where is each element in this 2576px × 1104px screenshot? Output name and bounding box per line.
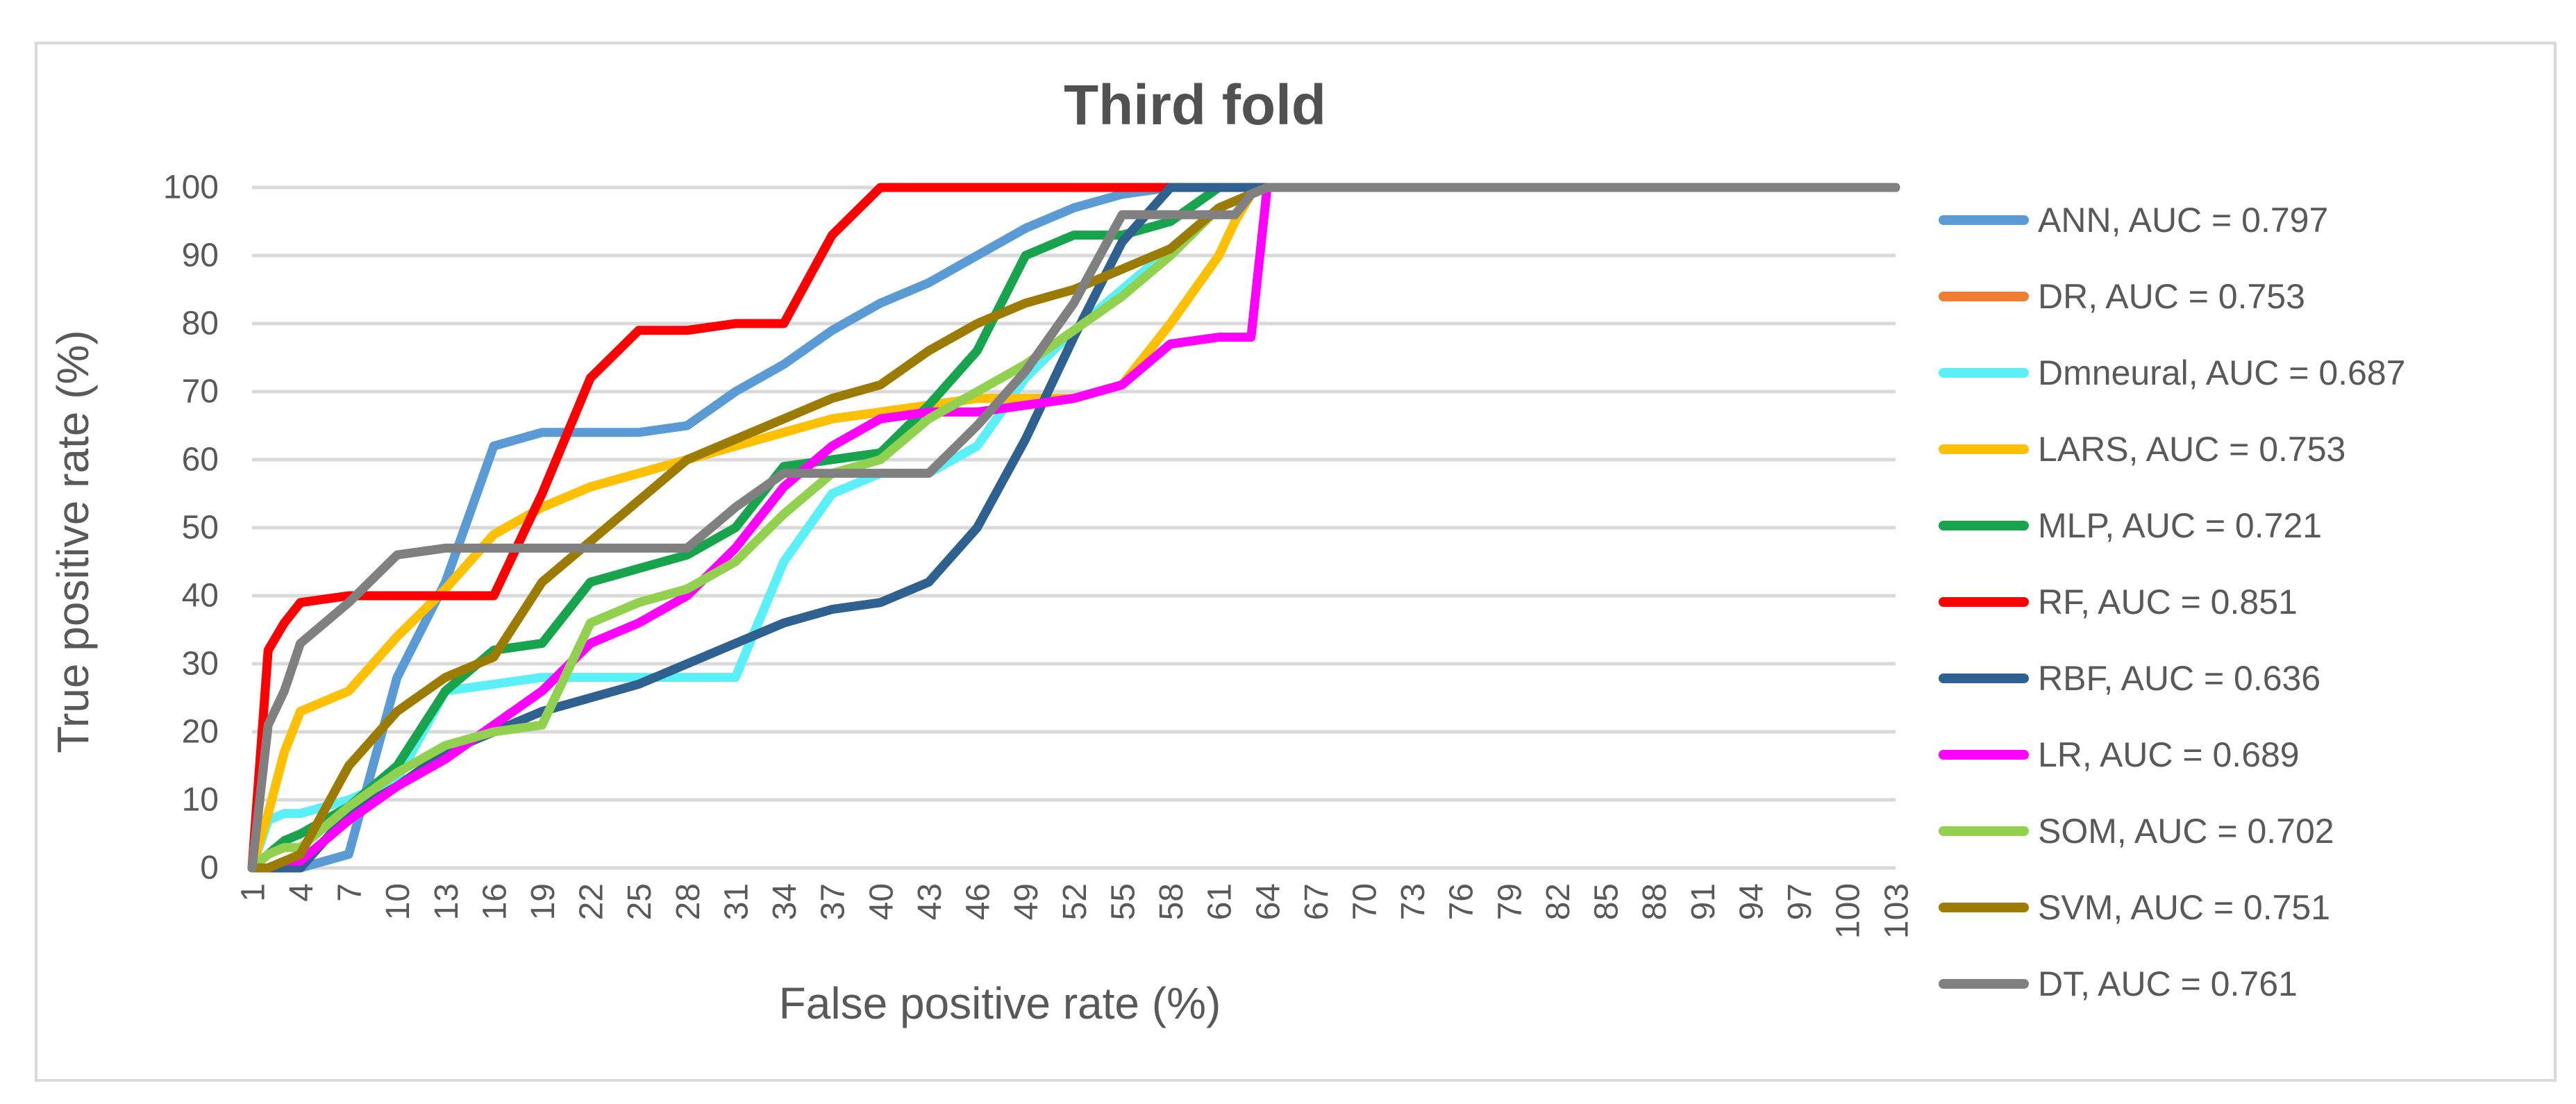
svg-text:46: 46 <box>960 883 997 920</box>
legend-swatch-som <box>1939 826 2029 836</box>
svg-text:82: 82 <box>1540 883 1577 920</box>
svg-text:97: 97 <box>1782 883 1818 920</box>
legend-label-lars: LARS, AUC = 0.753 <box>2038 430 2346 469</box>
legend-item-dt: DT, AUC = 0.761 <box>1939 963 2298 1005</box>
svg-text:22: 22 <box>574 883 610 920</box>
y-axis-title: True positive rate (%) <box>48 330 98 753</box>
svg-text:37: 37 <box>815 883 852 920</box>
legend-item-dr: DR, AUC = 0.753 <box>1939 276 2305 317</box>
svg-text:10: 10 <box>380 883 417 920</box>
svg-text:28: 28 <box>670 883 707 920</box>
svg-text:1: 1 <box>235 883 271 902</box>
svg-text:40: 40 <box>863 883 900 920</box>
svg-text:16: 16 <box>476 883 513 920</box>
svg-text:7: 7 <box>332 883 369 902</box>
svg-text:76: 76 <box>1444 883 1480 920</box>
svg-text:94: 94 <box>1733 883 1770 920</box>
legend-item-dmneural: Dmneural, AUC = 0.687 <box>1939 352 2405 394</box>
svg-text:40: 40 <box>182 578 219 614</box>
svg-text:100: 100 <box>1830 883 1867 939</box>
svg-text:90: 90 <box>182 237 219 274</box>
legend-item-svm: SVM, AUC = 0.751 <box>1939 887 2330 928</box>
svg-text:34: 34 <box>767 883 803 920</box>
legend-swatch-svm <box>1939 903 2029 912</box>
svg-text:58: 58 <box>1153 883 1190 920</box>
legend-item-mlp: MLP, AUC = 0.721 <box>1939 505 2322 546</box>
svg-text:80: 80 <box>182 306 219 342</box>
svg-text:103: 103 <box>1878 883 1915 939</box>
svg-text:88: 88 <box>1637 883 1673 920</box>
legend-swatch-dt <box>1939 979 2029 989</box>
legend-label-rbf: RBF, AUC = 0.636 <box>2038 659 2321 698</box>
svg-text:79: 79 <box>1491 883 1528 920</box>
svg-text:10: 10 <box>182 782 219 819</box>
legend-label-ann: ANN, AUC = 0.797 <box>2038 201 2329 240</box>
svg-text:70: 70 <box>1346 883 1383 920</box>
svg-text:13: 13 <box>428 883 465 920</box>
legend-item-rf: RF, AUC = 0.851 <box>1939 581 2298 623</box>
svg-text:73: 73 <box>1395 883 1432 920</box>
svg-text:30: 30 <box>182 646 219 683</box>
legend-swatch-dr <box>1939 292 2029 301</box>
legend-label-som: SOM, AUC = 0.702 <box>2038 812 2334 851</box>
svg-text:64: 64 <box>1250 883 1287 920</box>
legend-item-ann: ANN, AUC = 0.797 <box>1939 199 2328 241</box>
svg-text:60: 60 <box>182 442 219 478</box>
legend-swatch-lr <box>1939 750 2029 760</box>
legend-label-svm: SVM, AUC = 0.751 <box>2038 888 2331 927</box>
legend-label-dmneural: Dmneural, AUC = 0.687 <box>2038 353 2406 392</box>
svg-text:55: 55 <box>1105 883 1141 920</box>
svg-text:4: 4 <box>283 883 320 902</box>
svg-text:67: 67 <box>1298 883 1335 920</box>
x-axis-title: False positive rate (%) <box>778 978 1221 1028</box>
legend-swatch-mlp <box>1939 521 2029 530</box>
legend-label-dt: DT, AUC = 0.761 <box>2038 964 2298 1003</box>
legend-item-lars: LARS, AUC = 0.753 <box>1939 428 2345 470</box>
svg-text:85: 85 <box>1589 883 1625 920</box>
svg-text:70: 70 <box>182 374 219 410</box>
svg-text:91: 91 <box>1685 883 1722 920</box>
svg-text:25: 25 <box>621 883 658 920</box>
legend-swatch-dmneural <box>1939 368 2029 378</box>
legend-label-mlp: MLP, AUC = 0.721 <box>2038 506 2323 545</box>
svg-text:49: 49 <box>1008 883 1045 920</box>
legend-item-rbf: RBF, AUC = 0.636 <box>1939 658 2320 699</box>
svg-text:50: 50 <box>182 510 219 546</box>
legend-swatch-rbf <box>1939 674 2029 683</box>
svg-text:100: 100 <box>163 169 219 206</box>
svg-text:31: 31 <box>718 883 755 920</box>
chart-title: Third fold <box>1063 74 1327 137</box>
legend-label-lr: LR, AUC = 0.689 <box>2038 735 2300 774</box>
legend-label-rf: RF, AUC = 0.851 <box>2038 583 2298 621</box>
legend-swatch-ann <box>1939 215 2029 225</box>
legend-item-lr: LR, AUC = 0.689 <box>1939 734 2300 776</box>
legend-item-som: SOM, AUC = 0.702 <box>1939 810 2334 852</box>
svg-text:19: 19 <box>525 883 562 920</box>
legend-swatch-lars <box>1939 444 2029 454</box>
svg-text:61: 61 <box>1202 883 1239 920</box>
legend-swatch-rf <box>1939 597 2029 607</box>
svg-text:43: 43 <box>912 883 948 920</box>
svg-text:0: 0 <box>200 850 219 887</box>
svg-text:52: 52 <box>1057 883 1094 920</box>
legend-label-dr: DR, AUC = 0.753 <box>2038 277 2305 316</box>
svg-text:20: 20 <box>182 714 219 751</box>
